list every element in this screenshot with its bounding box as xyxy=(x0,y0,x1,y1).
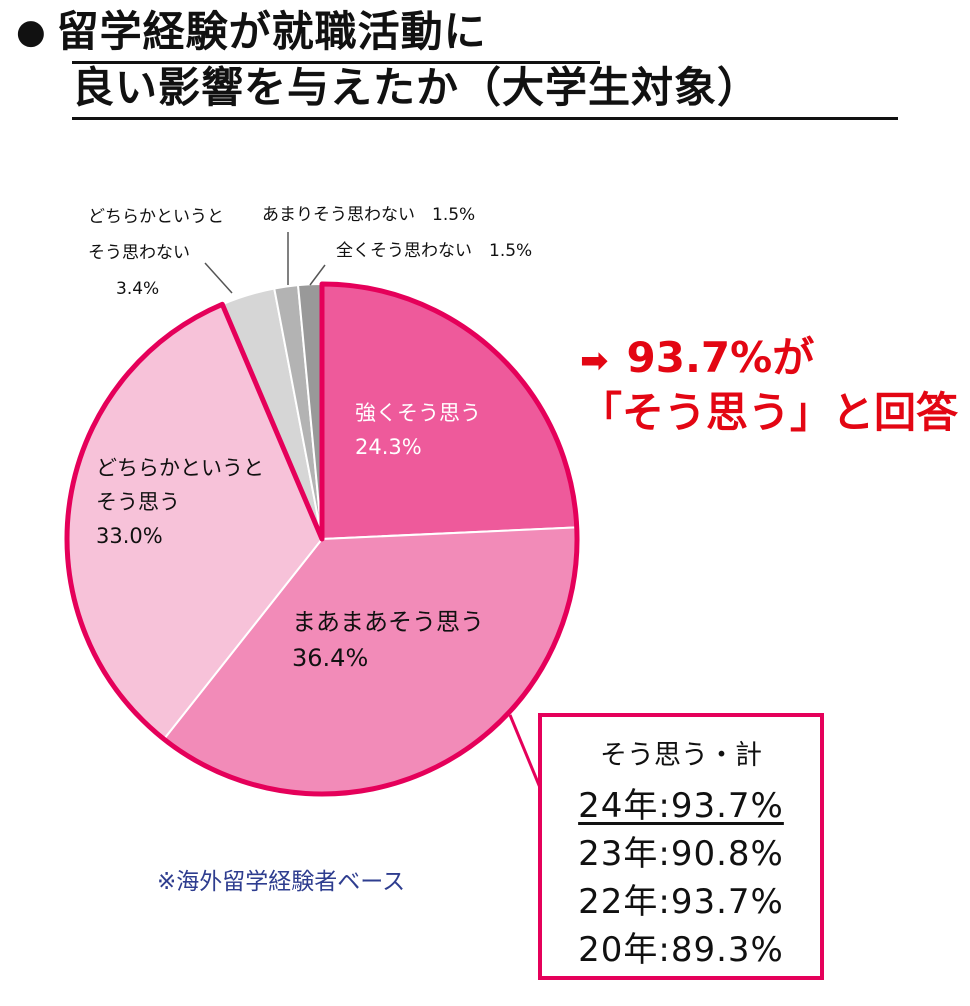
summary-row-2020: 20年:89.3% xyxy=(578,930,784,970)
slice-label-4: どちらかというとそう思わない 3.4% xyxy=(88,207,224,299)
title-line-1: ● 留学経験が就職活動に xyxy=(10,4,900,60)
summary-heading: そう思う・計 xyxy=(600,740,762,771)
highlight-outline xyxy=(64,281,580,797)
summary-box: そう思う・計 24年:93.7% 23年:90.8% 22年:93.7% 20年… xyxy=(538,713,824,980)
title-line-2: 良い影響を与えたか（大学生対象） xyxy=(72,63,761,112)
slice-label-5: あまりそう思わない 1.5% xyxy=(262,205,475,225)
leader-line-6 xyxy=(309,264,326,286)
base-note: ※海外留学経験者ベース xyxy=(157,869,406,895)
page-title: ● 留学経験が就職活動に 良い影響を与えたか（大学生対象） xyxy=(10,4,900,120)
summary-row-2022: 22年:93.7% xyxy=(578,882,784,922)
title-underline-1 xyxy=(72,61,600,64)
pie-labels: 強くそう思う 24.3% まあまあそう思う 36.4% どちらかというとそう思う 33.0… xyxy=(88,205,532,672)
title-text-1: 留学経験が就職活動に xyxy=(56,7,487,56)
summary-row-2024: 24年:93.7% xyxy=(578,786,784,826)
slice-label-1: 強くそう思う 24.3% xyxy=(355,401,481,459)
arrow-right-icon: ➡ xyxy=(580,341,609,381)
callout-text: 「そう思う」と回答 xyxy=(580,388,959,437)
slice-label-6: 全くそう思わない 1.5% xyxy=(336,241,532,261)
leader-line-4 xyxy=(204,262,233,294)
pie-slices xyxy=(64,281,580,797)
callout-value: 93.7%が xyxy=(626,333,815,382)
summary-connector xyxy=(508,714,543,791)
bullet-icon: ● xyxy=(16,12,47,52)
slice-label-2: まあまあそう思う 36.4% xyxy=(292,608,484,672)
result-callout: ➡ 93.7%が 「そう思う」と回答 xyxy=(580,332,958,439)
summary-row-2023: 23年:90.8% xyxy=(578,834,784,874)
slice-label-3: どちらかというとそう思う 33.0% xyxy=(96,456,264,548)
title-underline-2 xyxy=(72,117,898,120)
